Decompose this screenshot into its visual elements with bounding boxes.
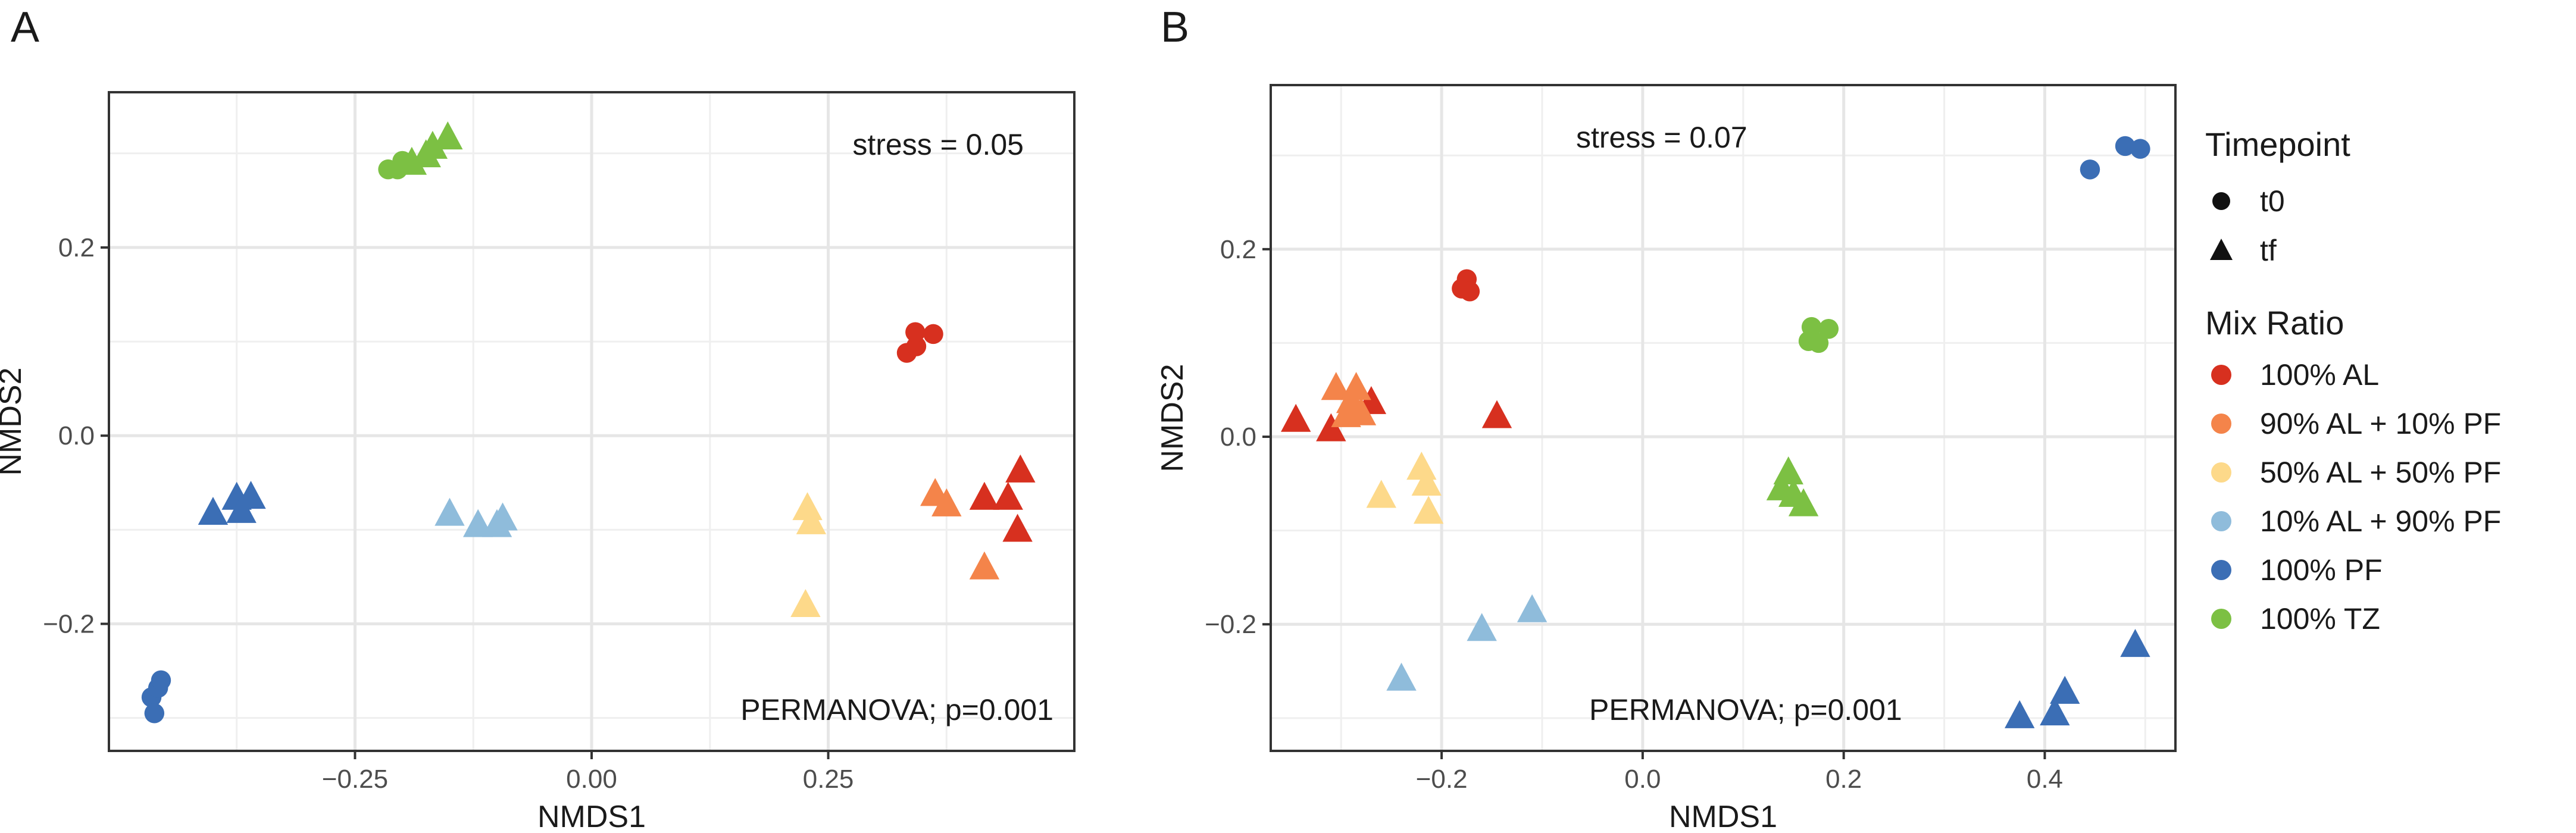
y-axis-title: NMDS2 (0, 367, 28, 475)
x-tick-label: 0.25 (803, 765, 854, 794)
data-point-100pct-pf-tf (2120, 629, 2150, 657)
data-point-100pct-al-t0 (906, 336, 927, 356)
legend-swatch-100pct-tz (2211, 609, 2231, 629)
data-point-50pct-al-plus-50pct-pf-tf (790, 588, 821, 618)
data-point-100pct-pf-t0 (2130, 139, 2150, 159)
data-point-50pct-al-plus-50pct-pf-tf (1406, 452, 1437, 480)
legend-item-50pct-al-plus-50pct-pf: 50% AL + 50% PF (2260, 456, 2501, 489)
data-point-100pct-pf-tf (2005, 700, 2035, 728)
data-point-90pct-al-plus-10pct-pf-tf (969, 551, 1000, 580)
permanova-annotation: PERMANOVA; p=0.001 (740, 693, 1053, 726)
data-point-100pct-pf-t0 (144, 703, 165, 724)
permanova-annotation: PERMANOVA; p=0.001 (1589, 693, 1902, 726)
data-point-100pct-tz-tf (396, 146, 427, 175)
data-point-100pct-tz-t0 (1808, 333, 1829, 353)
circle-icon (2212, 192, 2230, 210)
x-tick-label: 0.00 (566, 765, 617, 794)
data-point-90pct-al-plus-10pct-pf-tf (1346, 397, 1377, 425)
triangle-icon (2210, 239, 2233, 260)
data-point-50pct-al-plus-50pct-pf-tf (1413, 496, 1444, 524)
legend-mix-ratio-title: Mix Ratio (2205, 304, 2344, 342)
data-point-100pct-pf-tf (2050, 675, 2080, 704)
data-point-100pct-pf-t0 (2115, 136, 2136, 156)
data-point-100pct-al-t0 (905, 322, 926, 343)
data-point-100pct-al-t0 (1459, 281, 1480, 302)
x-tick-label: 0.2 (1825, 765, 1862, 794)
data-point-100pct-al-tf (969, 481, 1000, 510)
legend-timepoint-t0: t0 (2260, 184, 2285, 218)
x-tick-label: −0.2 (1416, 765, 1468, 794)
x-tick-label: 0.0 (1624, 765, 1661, 794)
data-point-100pct-tz-tf (433, 121, 463, 150)
y-tick-label: 0.2 (1220, 235, 1256, 264)
data-point-100pct-al-tf (1002, 513, 1033, 542)
panel-a-scatter-plot: −0.25 0.00 0.25 −0.2 0.0 0.2 NMDS1 NMDS2 stress … (0, 91, 1076, 833)
plot-border (1270, 84, 2177, 752)
x-tick-label: −0.25 (322, 765, 388, 794)
legend-swatch-10pct-al-plus-90pct-pf (2211, 511, 2231, 531)
data-point-100pct-pf-tf (2040, 697, 2070, 726)
data-point-10pct-al-plus-90pct-pf-tf (487, 502, 518, 531)
y-tick-label: 0.0 (1220, 422, 1256, 452)
data-point-100pct-pf-tf (226, 494, 257, 523)
data-point-100pct-tz-t0 (1801, 317, 1822, 337)
data-point-10pct-al-plus-90pct-pf-tf (1517, 594, 1548, 622)
legend-item-10pct-al-plus-90pct-pf: 10% AL + 90% PF (2260, 505, 2501, 538)
legend-swatch-100pct-pf (2211, 560, 2231, 580)
stress-annotation: stress = 0.07 (1576, 121, 1747, 154)
legend-item-90pct-al-plus-10pct-pf: 90% AL + 10% PF (2260, 407, 2501, 440)
data-point-100pct-tz-tf (417, 130, 448, 159)
data-point-100pct-tz-t0 (1818, 319, 1839, 339)
data-point-100pct-tz-tf (1788, 488, 1819, 516)
x-axis-title: NMDS1 (1669, 800, 1777, 833)
data-point-100pct-pf-t0 (151, 670, 171, 691)
data-point-100pct-al-tf (1481, 400, 1512, 428)
legend-item-100pct-al: 100% AL (2260, 358, 2379, 392)
data-point-10pct-al-plus-90pct-pf-tf (434, 497, 465, 526)
data-point-10pct-al-plus-90pct-pf-tf (1386, 662, 1417, 691)
legend-item-100pct-tz: 100% TZ (2260, 602, 2380, 635)
data-point-90pct-al-plus-10pct-pf-tf (1341, 372, 1371, 400)
data-point-100pct-al-t0 (923, 324, 943, 345)
data-point-10pct-al-plus-90pct-pf-tf (462, 509, 493, 537)
legend-swatch-100pct-al (2211, 365, 2231, 385)
y-tick-label: 0.0 (58, 421, 95, 450)
data-point-90pct-al-plus-10pct-pf-tf (1321, 372, 1351, 400)
plot-border (108, 91, 1076, 752)
data-point-50pct-al-plus-50pct-pf-tf (1366, 480, 1396, 508)
stress-annotation: stress = 0.05 (852, 128, 1024, 161)
data-point-50pct-al-plus-50pct-pf-tf (792, 492, 823, 521)
y-tick-label: −0.2 (1205, 610, 1256, 639)
y-axis-title: NMDS2 (1155, 364, 1190, 472)
legend-swatch-90pct-al-plus-10pct-pf (2211, 414, 2231, 434)
legend-item-100pct-pf: 100% PF (2260, 553, 2383, 587)
data-point-90pct-al-plus-10pct-pf-tf (931, 488, 962, 516)
data-point-100pct-al-tf (993, 481, 1023, 510)
data-point-50pct-al-plus-50pct-pf-tf (796, 506, 827, 534)
data-point-10pct-al-plus-90pct-pf-tf (1467, 613, 1497, 641)
panel-b-label: B (1161, 4, 1189, 51)
data-point-100pct-al-tf (1281, 403, 1311, 432)
y-tick-label: 0.2 (58, 233, 95, 262)
legend: Timepoint t0 tf Mix Ratio 100% AL 90% AL + 10… (2205, 126, 2501, 635)
panel-a-label: A (11, 4, 39, 51)
data-point-100pct-al-tf (1316, 413, 1346, 441)
legend-swatch-50pct-al-plus-50pct-pf (2211, 462, 2231, 483)
x-tick-label: 0.4 (2027, 765, 2063, 794)
data-point-100pct-pf-t0 (2080, 159, 2100, 180)
panel-b-scatter-plot: −0.2 0.0 0.2 0.4 −0.2 0.0 0.2 NMDS1 NMDS2 stress … (1155, 84, 2177, 833)
y-tick-label: −0.2 (43, 610, 95, 639)
legend-timepoint-tf: tf (2260, 234, 2277, 267)
x-axis-title: NMDS1 (537, 800, 646, 833)
data-point-100pct-pf-tf (198, 497, 229, 525)
data-point-50pct-al-plus-50pct-pf-tf (1411, 467, 1442, 496)
data-point-100pct-al-tf (1005, 454, 1036, 483)
data-point-100pct-pf-tf (236, 481, 266, 509)
legend-timepoint-title: Timepoint (2205, 126, 2350, 163)
